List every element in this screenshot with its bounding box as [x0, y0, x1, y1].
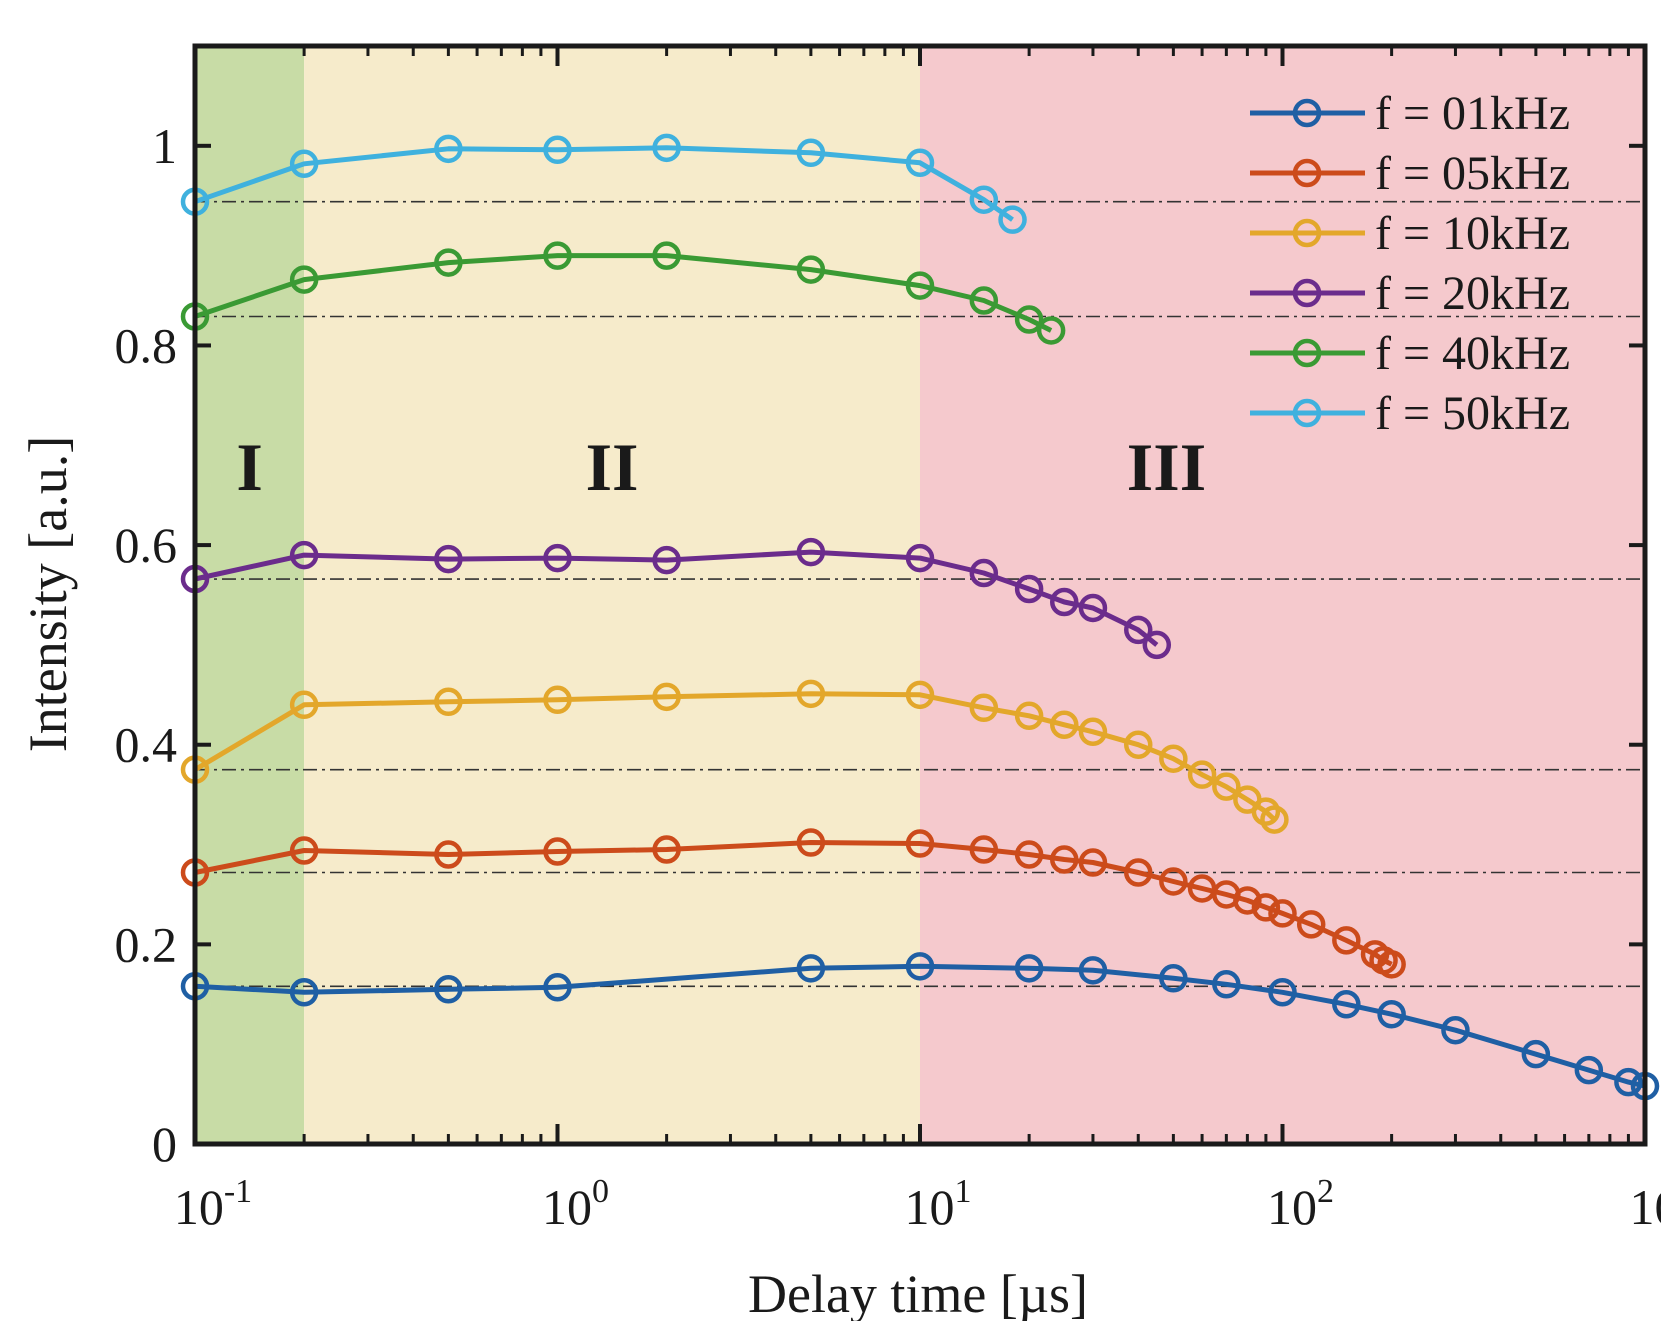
x-tick-label: 102 — [1267, 1173, 1334, 1235]
region-1-band — [195, 46, 304, 1144]
region-label-1: I — [236, 429, 262, 505]
x-tick-label: 103 — [1630, 1173, 1661, 1235]
legend-label: f = 50kHz — [1375, 387, 1570, 440]
region-label-2: II — [586, 429, 639, 505]
legend-label: f = 20kHz — [1375, 267, 1570, 320]
y-tick-label: 0.6 — [115, 517, 178, 573]
y-axis-title: Intensity [a.u.] — [18, 436, 78, 752]
x-axis-title: Delay time [µs] — [748, 1264, 1088, 1321]
x-tick-label: 10-1 — [174, 1173, 252, 1235]
y-tick-label: 0 — [152, 1116, 177, 1172]
y-tick-label: 0.2 — [115, 916, 178, 972]
legend-label: f = 40kHz — [1375, 327, 1570, 380]
legend-label: f = 10kHz — [1375, 207, 1570, 260]
y-tick-label: 0.8 — [115, 317, 178, 373]
legend-label: f = 01kHz — [1375, 87, 1570, 140]
y-tick-label: 1 — [152, 118, 177, 174]
region-label-3: III — [1127, 429, 1206, 505]
y-tick-label: 0.4 — [115, 717, 178, 773]
region-2-band — [304, 46, 920, 1144]
x-tick-label: 100 — [542, 1173, 609, 1235]
x-tick-label: 101 — [905, 1173, 972, 1235]
legend-label: f = 05kHz — [1375, 147, 1570, 200]
